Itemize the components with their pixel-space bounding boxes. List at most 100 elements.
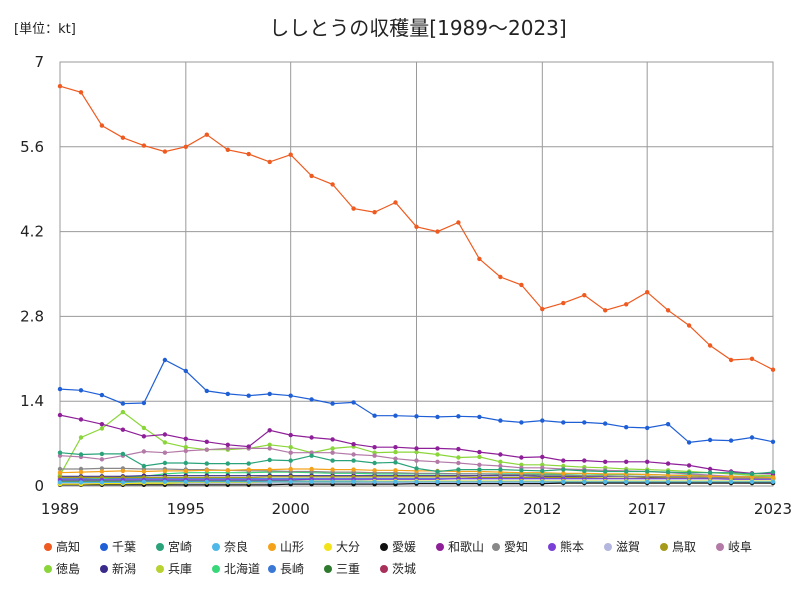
data-point	[267, 467, 272, 472]
legend-marker	[324, 565, 332, 573]
data-point	[309, 435, 314, 440]
legend-label: 熊本	[560, 539, 584, 554]
data-point	[162, 460, 168, 466]
data-point	[707, 343, 713, 348]
data-point	[477, 449, 482, 455]
legend-marker	[156, 565, 164, 573]
data-point	[540, 479, 545, 484]
data-point	[435, 446, 440, 451]
series-宮崎	[57, 450, 776, 477]
data-point	[707, 474, 713, 479]
data-point	[498, 459, 503, 464]
data-point	[414, 458, 419, 463]
data-point	[141, 463, 147, 469]
data-point	[540, 306, 545, 312]
data-point	[309, 466, 314, 472]
data-point	[351, 467, 356, 472]
data-point	[624, 469, 629, 474]
data-point	[183, 445, 188, 450]
data-point	[414, 446, 419, 451]
legend-label: 徳島	[56, 561, 80, 576]
data-point	[393, 456, 398, 461]
data-point	[770, 367, 776, 372]
data-point	[728, 438, 734, 443]
data-point	[288, 450, 293, 455]
data-point	[665, 422, 671, 427]
data-point	[393, 468, 398, 473]
data-point	[246, 444, 251, 449]
data-point	[330, 479, 335, 484]
data-point	[204, 388, 209, 394]
data-point	[120, 135, 126, 140]
data-point	[351, 206, 356, 211]
data-point	[372, 460, 377, 466]
data-point	[78, 90, 84, 95]
data-point	[372, 413, 377, 418]
data-point	[78, 435, 84, 440]
data-point	[456, 455, 461, 460]
x-tick-label: 2012	[523, 500, 561, 518]
data-point	[183, 468, 188, 474]
data-point	[330, 437, 335, 442]
legend-label: 大分	[336, 540, 360, 554]
data-point	[141, 425, 147, 431]
data-point	[728, 474, 734, 480]
data-point	[498, 467, 503, 472]
data-point	[624, 302, 629, 307]
data-point	[204, 439, 209, 444]
data-point	[267, 446, 272, 451]
data-point	[57, 412, 63, 418]
legend-label: 鳥取	[672, 539, 696, 554]
data-point	[330, 182, 335, 187]
data-point	[141, 143, 147, 148]
data-point	[141, 434, 147, 439]
data-point	[540, 465, 545, 470]
legend-item: 長崎	[268, 562, 304, 576]
series-高知	[57, 84, 776, 372]
data-point	[246, 393, 251, 398]
legend-label: 新潟	[112, 561, 136, 576]
data-point	[582, 293, 587, 298]
unit-label: [単位：kt]	[14, 21, 76, 37]
data-point	[246, 479, 251, 484]
data-point	[225, 391, 230, 397]
data-point	[288, 479, 293, 484]
data-point	[603, 479, 608, 484]
data-point	[456, 446, 461, 452]
data-point	[99, 451, 105, 457]
data-point	[665, 308, 671, 313]
data-point	[183, 479, 188, 484]
legend-label: 山形	[280, 540, 304, 554]
y-tick-label: 5.6	[20, 138, 44, 156]
data-point	[351, 458, 356, 463]
legend-item: 奈良	[212, 539, 248, 554]
chart-title: ししとうの収穫量[1989～2023]	[269, 16, 566, 40]
data-point	[498, 479, 503, 484]
data-point	[183, 144, 188, 149]
data-point	[770, 479, 776, 484]
data-point	[561, 479, 566, 484]
data-point	[393, 449, 398, 455]
y-axis: 0 1.4 2.8 4.2 5.6 7	[20, 53, 44, 495]
legend-item: 新潟	[100, 561, 136, 576]
data-point	[309, 173, 314, 179]
data-point	[456, 220, 461, 225]
data-point	[665, 461, 671, 466]
data-point	[456, 467, 461, 472]
data-point	[99, 123, 105, 128]
data-point	[414, 414, 419, 419]
data-point	[141, 400, 147, 406]
data-point	[645, 425, 650, 431]
legend-marker	[548, 543, 556, 551]
data-point	[519, 468, 524, 473]
legend-item: 熊本	[548, 539, 584, 554]
y-tick-label: 7	[34, 53, 44, 71]
data-point	[540, 454, 545, 460]
legend-item: 兵庫	[156, 562, 192, 576]
data-point	[57, 470, 63, 475]
legend-marker	[492, 543, 500, 551]
data-point	[477, 479, 482, 484]
data-point	[267, 159, 272, 165]
data-point	[120, 401, 126, 406]
data-point	[99, 457, 105, 462]
